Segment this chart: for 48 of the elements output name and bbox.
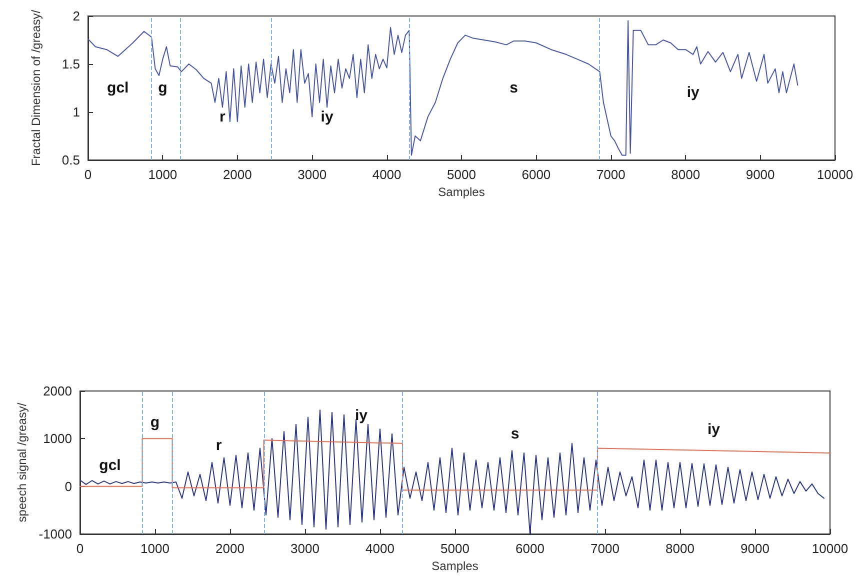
annotation: r <box>220 108 226 126</box>
x-tick-label: 2000 <box>216 541 244 556</box>
x-tick-label: 5000 <box>440 541 470 556</box>
x-tick-label: 3000 <box>298 167 327 182</box>
annotation: gcl <box>107 80 129 96</box>
line-series <box>80 438 830 491</box>
x-tick-label: 9000 <box>746 167 775 182</box>
x-tick-label: 8000 <box>666 541 694 556</box>
y-tick-label: 1 <box>72 104 80 120</box>
x-tick-label: 10000 <box>812 541 848 556</box>
x-tick-label: 2000 <box>222 167 252 182</box>
x-tick-label: 7000 <box>590 541 620 556</box>
y-tick-label: 1000 <box>43 431 72 446</box>
annotation: iy <box>707 421 721 438</box>
line-series <box>88 20 798 156</box>
x-tick-label: 6000 <box>516 541 544 556</box>
annotation: s <box>510 80 518 96</box>
annotation: gcl <box>99 456 121 474</box>
y-tick-label: 0 <box>64 478 72 494</box>
y-axis-title: speech signal /greasy/ <box>14 402 29 522</box>
x-tick-label: 3000 <box>290 541 320 556</box>
x-tick-label: 1000 <box>148 167 178 182</box>
line-series <box>80 410 824 534</box>
annotation: s <box>510 425 520 442</box>
x-tick-label: 5000 <box>447 167 476 182</box>
y-tick-label: 1.5 <box>62 56 80 72</box>
annotation: g <box>158 80 168 96</box>
x-tick-label: 7000 <box>596 167 626 182</box>
x-tick-label: 4000 <box>366 541 394 556</box>
x-axis-title: Samples <box>432 558 478 573</box>
annotation: g <box>150 414 160 431</box>
y-tick-label: 0.5 <box>62 152 80 168</box>
y-tick-label: 2 <box>72 8 80 24</box>
x-axis-title: Samples <box>438 184 485 199</box>
x-tick-label: 9000 <box>740 541 770 556</box>
x-tick-label: 0 <box>84 167 92 182</box>
annotation: iy <box>354 406 368 424</box>
x-tick-label: 10000 <box>816 167 854 182</box>
x-tick-label: 4000 <box>372 167 402 182</box>
x-tick-label: 8000 <box>671 167 700 182</box>
annotation: r <box>216 436 222 454</box>
x-tick-label: 1000 <box>140 541 170 556</box>
annotation: iy <box>686 84 700 101</box>
y-tick-label: -1000 <box>38 526 72 542</box>
annotation: iy <box>320 108 334 126</box>
y-axis-title: Fractal Dimension of /greasy/ <box>29 9 43 166</box>
x-tick-label: 6000 <box>522 167 551 182</box>
y-tick-label: 2000 <box>43 384 72 398</box>
